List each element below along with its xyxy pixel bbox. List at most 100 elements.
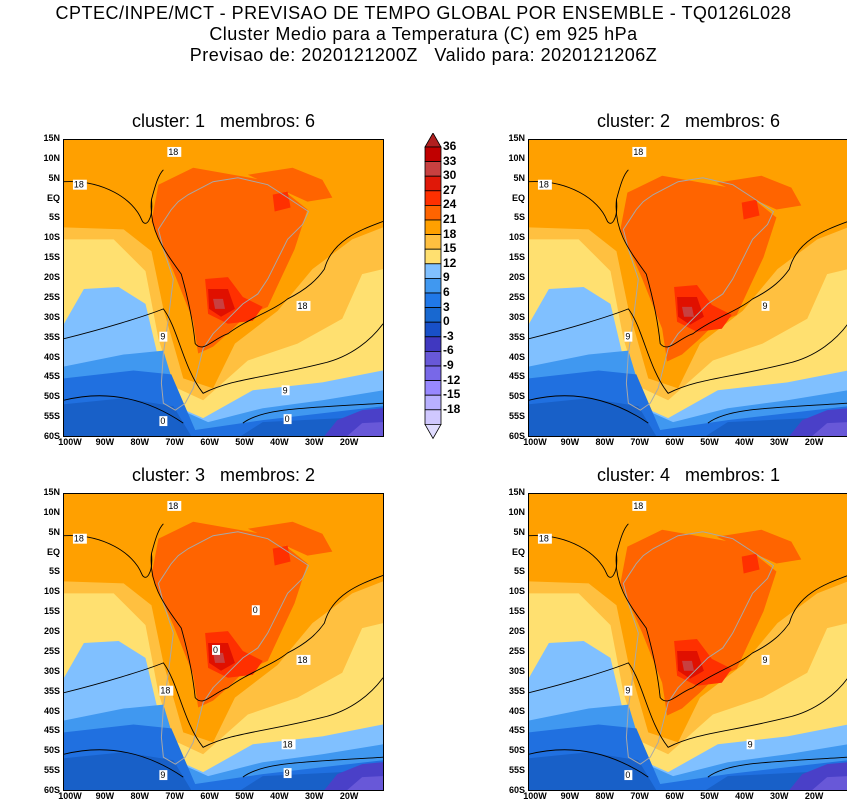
contour-label: 9 [763, 655, 768, 665]
lon-tick-label: 20W [339, 791, 359, 801]
lon-tick-label: 70W [165, 791, 184, 801]
colorbar-swatch [424, 365, 442, 382]
colorbar-label: -12 [443, 372, 461, 387]
colorbar-swatch [424, 350, 442, 367]
temperature-band [812, 776, 847, 790]
lat-tick-label: EQ [46, 192, 60, 203]
lon-tick-label: 90W [95, 437, 115, 447]
contour-label-bg [632, 500, 647, 511]
contour-line [150, 199, 383, 348]
lat-tick-label: 5N [48, 172, 60, 183]
lon-tick-label: 100W [58, 791, 82, 801]
colorbar-swatch [424, 234, 442, 250]
contour-line [64, 395, 383, 424]
contour-line [529, 523, 629, 578]
temperature-band [64, 752, 383, 790]
contour-line [64, 169, 164, 224]
contour-label-bg [72, 179, 87, 190]
colorbar-label: 24 [443, 197, 457, 212]
lat-tick-label: 15N [508, 487, 525, 497]
lon-tick-label: 30W [305, 437, 324, 447]
temperature-map-cluster-3: 18 18 18 18 18 9 9 0 0 [63, 493, 384, 791]
colorbar-swatch [424, 394, 442, 411]
lon-tick-label: 30W [770, 791, 789, 801]
colorbar-label: -18 [443, 401, 461, 416]
contour-label-bg [624, 331, 633, 342]
lon-tick-label: 20W [804, 437, 824, 447]
temperature-map-cluster-1: 18 18 18 9 9 0 0 [63, 139, 384, 437]
coastline [622, 177, 775, 411]
temperature-band [682, 306, 694, 317]
lat-tick-label: 40S [508, 705, 525, 716]
lat-tick-label: 35S [508, 331, 525, 342]
contour-label: 9 [160, 770, 165, 780]
lat-tick-label: 5N [513, 526, 525, 537]
contour-label-bg [537, 533, 552, 544]
contour-label-bg [296, 654, 311, 665]
lat-tick-label: 50S [43, 745, 60, 756]
coastline [157, 177, 310, 411]
colorbar-label: 30 [443, 168, 457, 183]
lon-tick-label: 70W [630, 437, 649, 447]
panel-title: cluster: 2 membros: 6 [596, 111, 781, 131]
contour-line [64, 662, 383, 748]
contour-label: 0 [213, 645, 218, 655]
contour-label-bg [632, 146, 647, 157]
contour-line [529, 662, 847, 748]
lat-tick-label: 55S [508, 765, 525, 776]
lat-tick-label: 35S [508, 685, 525, 696]
contour-line [529, 395, 847, 424]
lat-tick-label: 20S [508, 626, 525, 637]
colorbar-swatch [424, 161, 442, 177]
temperature-map-cluster-4: 18 18 9 9 9 0 [528, 493, 847, 791]
lon-tick-label: 100W [58, 437, 82, 447]
lon-tick-label: 20W [339, 437, 359, 447]
contour-line [64, 749, 383, 778]
lon-tick-label: 70W [630, 791, 649, 801]
lat-tick-label: 50S [508, 391, 525, 402]
lat-tick-label: 60S [508, 431, 525, 441]
contour-label-bg [761, 654, 770, 665]
lat-tick-label: 40S [508, 351, 525, 362]
contour-line [615, 199, 847, 348]
colorbar-swatch [424, 263, 442, 279]
contour-label: 18 [283, 739, 293, 749]
contour-label: 9 [625, 686, 630, 696]
lat-tick-label: 30S [43, 665, 60, 676]
lat-tick-label: 10N [508, 152, 525, 163]
colorbar-label: 0 [443, 314, 450, 329]
contour-line [150, 553, 383, 702]
contour-label-bg [159, 685, 174, 696]
lon-tick-label: 60W [665, 437, 684, 447]
lat-tick-label: 40S [43, 351, 60, 362]
lat-tick-label: 10S [508, 232, 525, 243]
contour-label-bg [624, 770, 633, 781]
contour-line [64, 308, 383, 394]
lon-tick-label: 40W [735, 437, 754, 447]
lat-tick-label: 55S [43, 411, 60, 422]
lat-tick-label: 30S [508, 665, 525, 676]
contour-label: 18 [633, 501, 643, 511]
panel-title: cluster: 1 membros: 6 [131, 111, 316, 131]
colorbar-swatch [424, 292, 442, 309]
lat-tick-label: 55S [43, 765, 60, 776]
contour-label: 0 [160, 416, 165, 426]
lat-tick-label: 60S [508, 785, 525, 795]
temperature-band [620, 175, 802, 362]
lat-tick-label: 5S [513, 566, 525, 577]
lat-tick-label: 25S [43, 291, 60, 302]
lat-tick-label: 10N [43, 506, 60, 517]
lat-tick-label: 45S [43, 371, 60, 382]
contour-label: 0 [625, 770, 630, 780]
contour-label: 9 [285, 768, 290, 778]
contour-line [529, 749, 847, 778]
temperature-band [682, 660, 694, 671]
colorbar-swatch [424, 205, 442, 221]
lat-tick-label: 45S [508, 371, 525, 382]
colorbar-label: 6 [443, 285, 450, 299]
lat-tick-label: 15S [508, 606, 525, 617]
temperature-band [529, 752, 847, 790]
coastline [157, 531, 310, 765]
lon-tick-label: 40W [270, 437, 289, 447]
temperature-band [347, 422, 383, 436]
